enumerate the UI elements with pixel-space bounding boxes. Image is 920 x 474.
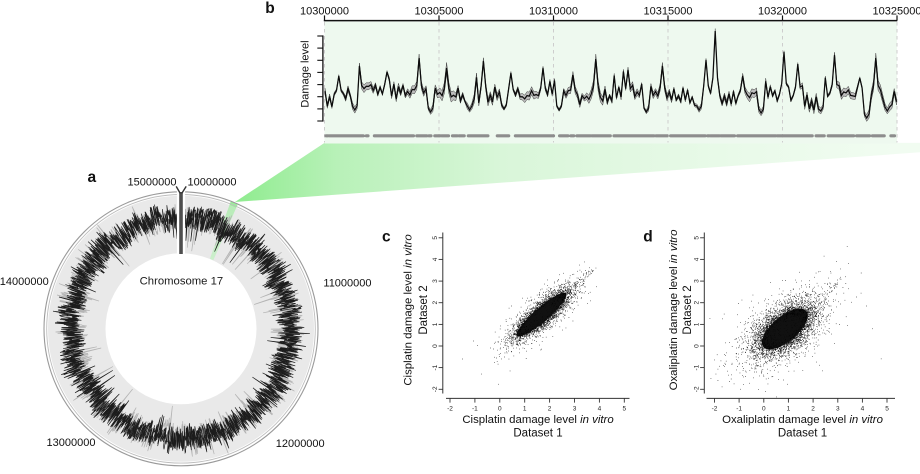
svg-text:0: 0 <box>432 344 439 348</box>
svg-text:-1: -1 <box>432 364 439 370</box>
svg-text:Dataset 1: Dataset 1 <box>778 427 827 439</box>
svg-text:Cisplatin damage level in vitr: Cisplatin damage level in vitro <box>403 234 415 385</box>
svg-text:Cisplatin damage level in vitr: Cisplatin damage level in vitro <box>462 414 613 426</box>
svg-text:4: 4 <box>598 406 602 413</box>
svg-text:4: 4 <box>432 257 439 261</box>
svg-text:10325000: 10325000 <box>873 6 920 18</box>
svg-text:Damage level: Damage level <box>300 40 312 107</box>
svg-text:Dataset 1: Dataset 1 <box>513 427 562 439</box>
svg-text:Oxaliplatin damage level in vi: Oxaliplatin damage level in vitro <box>668 230 680 391</box>
svg-text:14000000: 14000000 <box>0 276 49 288</box>
svg-text:4: 4 <box>693 257 700 261</box>
svg-text:-2: -2 <box>693 386 700 392</box>
svg-text:a: a <box>87 169 96 186</box>
svg-text:5: 5 <box>693 236 700 240</box>
svg-text:5: 5 <box>885 406 889 413</box>
svg-text:5: 5 <box>622 406 626 413</box>
svg-text:Dataset 2: Dataset 2 <box>418 285 430 334</box>
svg-text:2: 2 <box>548 406 552 413</box>
svg-text:10310000: 10310000 <box>529 6 578 18</box>
svg-text:Oxaliplatin damage level in vi: Oxaliplatin damage level in vitro <box>722 414 883 426</box>
svg-text:-2: -2 <box>447 406 453 413</box>
svg-text:3: 3 <box>693 279 700 283</box>
svg-text:0: 0 <box>498 406 502 413</box>
svg-text:b: b <box>265 0 274 17</box>
svg-text:-1: -1 <box>736 406 742 413</box>
svg-text:10315000: 10315000 <box>644 6 693 18</box>
svg-text:10320000: 10320000 <box>758 6 807 18</box>
svg-text:10300000: 10300000 <box>300 6 349 18</box>
svg-text:2: 2 <box>811 406 815 413</box>
svg-text:1: 1 <box>787 406 791 413</box>
svg-text:1: 1 <box>523 406 527 413</box>
svg-text:12000000: 12000000 <box>276 438 325 450</box>
svg-text:10000000: 10000000 <box>188 177 237 189</box>
svg-text:c: c <box>382 229 391 246</box>
svg-text:13000000: 13000000 <box>47 437 96 449</box>
svg-text:11000000: 11000000 <box>323 278 371 290</box>
svg-text:4: 4 <box>861 406 865 413</box>
svg-text:Dataset 2: Dataset 2 <box>682 285 694 334</box>
svg-text:-1: -1 <box>693 364 700 370</box>
svg-text:-2: -2 <box>432 386 439 392</box>
svg-text:-2: -2 <box>712 406 718 413</box>
svg-text:-1: -1 <box>472 406 478 413</box>
svg-text:10305000: 10305000 <box>415 6 464 18</box>
svg-text:5: 5 <box>432 236 439 240</box>
svg-text:2: 2 <box>432 301 439 305</box>
svg-text:2: 2 <box>693 301 700 305</box>
svg-text:3: 3 <box>573 406 577 413</box>
svg-text:3: 3 <box>836 406 840 413</box>
svg-text:0: 0 <box>693 344 700 348</box>
svg-text:Chromosome 17: Chromosome 17 <box>140 275 224 287</box>
svg-text:1: 1 <box>693 322 700 326</box>
svg-text:3: 3 <box>432 279 439 283</box>
svg-text:15000000: 15000000 <box>128 177 177 189</box>
svg-text:1: 1 <box>432 322 439 326</box>
svg-text:0: 0 <box>762 406 766 413</box>
svg-text:d: d <box>643 229 652 246</box>
